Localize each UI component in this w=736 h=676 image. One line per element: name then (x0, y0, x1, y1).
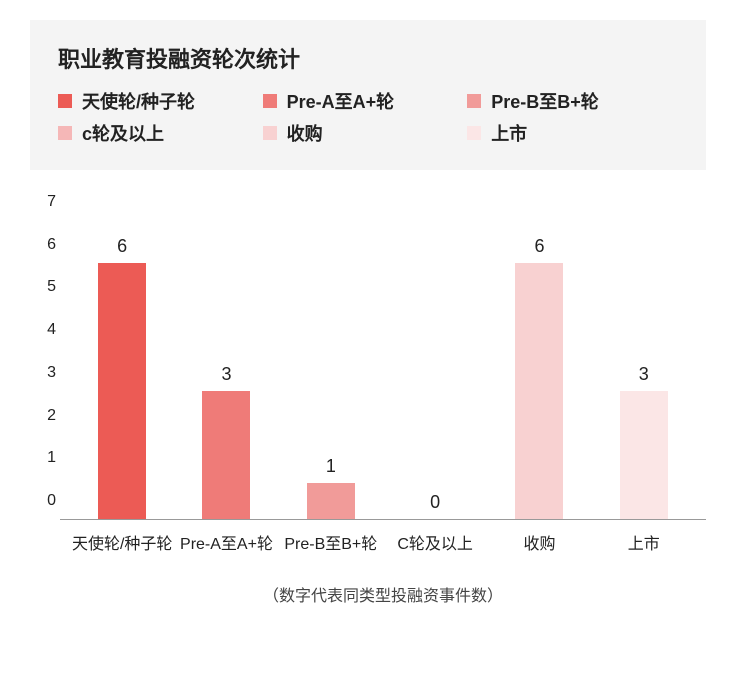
bar-value-label: 3 (174, 364, 278, 385)
y-tick: 4 (34, 321, 56, 339)
bar-value-label: 1 (279, 456, 383, 477)
legend-swatch (467, 126, 481, 140)
legend-label: Pre-A至A+轮 (287, 88, 395, 114)
x-label: 天使轮/种子轮 (70, 530, 174, 554)
y-tick: 1 (34, 449, 56, 467)
legend-swatch (58, 94, 72, 108)
y-tick: 5 (34, 278, 56, 296)
y-tick: 2 (34, 407, 56, 425)
legend-swatch (58, 126, 72, 140)
page-title: 职业教育投融资轮次统计 (58, 42, 678, 74)
bar-slot: 3 (174, 220, 278, 519)
bar (307, 483, 355, 519)
legend-item: Pre-B至B+轮 (467, 88, 672, 114)
y-tick: 6 (34, 236, 56, 254)
x-label: C轮及以上 (383, 530, 487, 554)
bar-slot: 3 (592, 220, 696, 519)
legend-item: 收购 (263, 120, 468, 146)
bar-value-label: 6 (70, 236, 174, 257)
bar-value-label: 6 (487, 236, 591, 257)
bar-chart: 631063 01234567 天使轮/种子轮Pre-A至A+轮Pre-B至B+… (30, 220, 706, 676)
legend-item: 天使轮/种子轮 (58, 88, 263, 114)
legend-swatch (263, 126, 277, 140)
x-axis-labels: 天使轮/种子轮Pre-A至A+轮Pre-B至B+轮C轮及以上收购上市 (60, 520, 706, 554)
legend-swatch (263, 94, 277, 108)
bar-slot: 0 (383, 220, 487, 519)
legend: 天使轮/种子轮 Pre-A至A+轮 Pre-B至B+轮 c轮及以上 收购 上市 (58, 88, 678, 152)
legend-item: Pre-A至A+轮 (263, 88, 468, 114)
bar-slot: 1 (279, 220, 383, 519)
x-label: 上市 (592, 530, 696, 554)
bar-value-label: 0 (383, 492, 487, 513)
x-label: 收购 (487, 530, 591, 554)
bar (98, 263, 146, 519)
plot-area: 631063 01234567 (60, 220, 706, 520)
bars-container: 6 3 10 6 3 (60, 220, 706, 519)
x-label: Pre-A至A+轮 (174, 530, 278, 554)
bar (515, 263, 563, 519)
y-tick: 7 (34, 193, 56, 211)
legend-swatch (467, 94, 481, 108)
bar-slot: 6 (70, 220, 174, 519)
legend-label: 天使轮/种子轮 (82, 88, 195, 114)
y-tick: 3 (34, 364, 56, 382)
legend-item: 上市 (467, 120, 672, 146)
legend-label: 上市 (491, 120, 527, 146)
x-label: Pre-B至B+轮 (279, 530, 383, 554)
legend-label: c轮及以上 (82, 120, 164, 146)
y-tick: 0 (34, 492, 56, 510)
legend-label: Pre-B至B+轮 (491, 88, 599, 114)
bar (620, 391, 668, 519)
footnote: （数字代表同类型投融资事件数） (60, 582, 706, 606)
bar-value-label: 3 (592, 364, 696, 385)
bar-slot: 6 (487, 220, 591, 519)
legend-label: 收购 (287, 120, 323, 146)
header-box: 职业教育投融资轮次统计 天使轮/种子轮 Pre-A至A+轮 Pre-B至B+轮 c轮及… (30, 20, 706, 170)
legend-item: c轮及以上 (58, 120, 263, 146)
bar (202, 391, 250, 519)
